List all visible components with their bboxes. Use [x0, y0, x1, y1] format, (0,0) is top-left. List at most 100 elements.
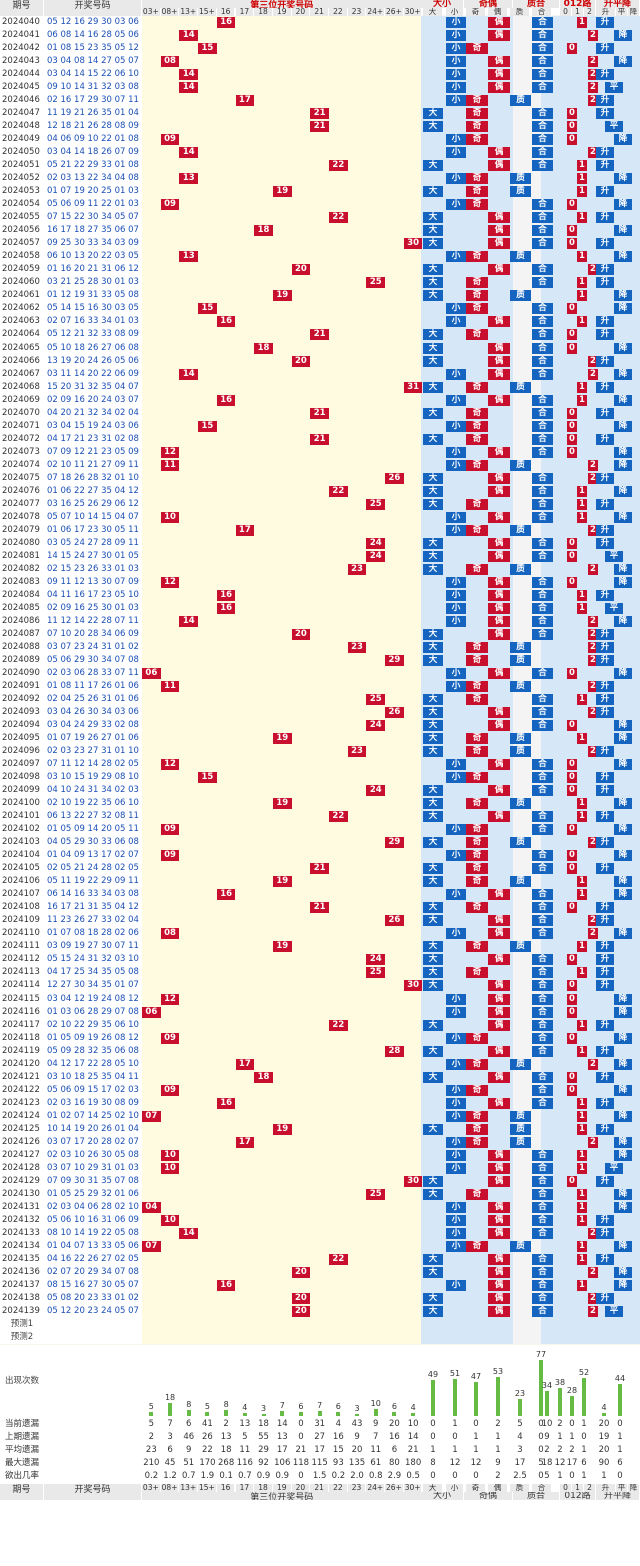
stat-value: 2	[495, 1471, 501, 1482]
big-small-mark: 小	[446, 420, 466, 432]
trend-mark: 平	[605, 1162, 623, 1174]
big-small-mark: 大	[423, 563, 443, 575]
odd-even-mark: 奇	[466, 837, 488, 849]
big-small-mark: 大	[423, 472, 443, 484]
draw-numbers: 13 19 20 24 26 05 06	[47, 355, 139, 366]
position-value-mark: 23	[347, 641, 367, 653]
mod3-mark: 2	[588, 69, 598, 81]
draw-numbers: 02 09 16 25 30 01 03	[47, 602, 139, 613]
mod3-mark: 1	[577, 694, 587, 706]
period-2024087: 2024087	[2, 628, 40, 639]
bin-footer-1: 08+	[160, 1484, 180, 1493]
stat-value: 0	[538, 1445, 544, 1456]
big-small-mark: 大	[423, 980, 443, 992]
stat-value: 12	[554, 1458, 566, 1469]
period-2024061: 2024061	[2, 290, 40, 301]
trend-mark: 升	[596, 108, 614, 120]
prime-composite-mark: 合	[532, 707, 553, 719]
draw-numbers: 04 17 21 23 31 02 08	[47, 433, 139, 444]
period-2024045: 2024045	[2, 82, 40, 93]
odd-even-mark: 偶	[488, 355, 510, 367]
mod3-mark: 2	[588, 1058, 598, 1070]
trend-mark: 降	[614, 134, 632, 146]
draw-numbers: 11 12 14 22 28 07 11	[47, 615, 139, 626]
period-2024081: 2024081	[2, 550, 40, 561]
forecast-label-2: 预测2	[10, 1332, 34, 1343]
odd-even-mark: 偶	[488, 342, 510, 354]
draw-numbers: 04 20 21 32 34 02 04	[47, 407, 139, 418]
trend-mark: 降	[614, 56, 632, 68]
period-2024051: 2024051	[2, 160, 40, 171]
position-value-mark: 26	[385, 472, 404, 484]
stat-value: 0	[298, 1432, 304, 1443]
mod3-mark: 2	[588, 355, 598, 367]
odd-even-mark: 奇	[466, 433, 488, 445]
draw-numbers: 05 10 18 26 27 06 08	[47, 342, 139, 353]
sub-small-bottom: 小	[446, 1484, 464, 1493]
big-small-mark: 小	[446, 147, 466, 159]
odd-even-mark: 偶	[488, 485, 510, 497]
trend-mark: 降	[614, 1279, 632, 1291]
big-small-mark: 小	[446, 1110, 466, 1122]
draw-numbers: 01 05 09 14 20 05 11	[47, 824, 139, 835]
big-small-mark: 小	[446, 199, 466, 211]
period-2024057: 2024057	[2, 238, 40, 249]
draw-numbers: 03 07 17 20 28 02 07	[47, 1136, 139, 1147]
prime-composite-mark: 质	[510, 641, 531, 653]
mod3-mark: 1	[577, 733, 587, 745]
mod3-header-bottom: 012路	[560, 1492, 596, 1501]
bin-footer-3: 15+	[198, 1484, 217, 1493]
draw-numbers: 02 04 25 26 31 01 06	[47, 694, 139, 705]
stat-value: 18	[258, 1419, 269, 1430]
odd-even-mark: 偶	[488, 17, 510, 29]
position-value-mark: 17	[235, 1136, 255, 1148]
draw-numbers: 06 13 22 27 32 08 11	[47, 811, 139, 822]
draw-numbers: 02 10 11 21 27 09 11	[47, 459, 139, 470]
bin-footer-9: 21	[310, 1484, 329, 1493]
prime-composite-mark: 合	[532, 1084, 553, 1096]
stat-value: 2	[557, 1419, 563, 1430]
big-small-mark: 大	[423, 863, 443, 875]
trend-mark: 升	[596, 1227, 614, 1239]
mod3-mark: 0	[567, 537, 577, 549]
big-small-mark: 小	[446, 316, 466, 328]
trend-header-top: 升平降	[596, 0, 640, 8]
stat-row-label: 当前遗漏	[4, 1419, 39, 1430]
stat-value: 80	[389, 1458, 400, 1469]
position-value-mark: 29	[385, 654, 404, 666]
bin-header-11: 23	[347, 8, 367, 16]
trend-mark: 升	[596, 654, 614, 666]
position-value-mark: 06	[142, 1006, 161, 1018]
trend-mark: 升	[596, 1214, 614, 1226]
draw-numbers: 01 07 19 20 25 01 03	[47, 186, 139, 197]
prime-composite-mark: 合	[532, 1227, 553, 1239]
position-value-mark: 25	[366, 498, 386, 510]
mod3-mark: 2	[588, 264, 598, 276]
trend-mark: 升	[596, 160, 614, 172]
odd-even-mark: 奇	[466, 1188, 488, 1200]
stat-value: 3	[167, 1432, 173, 1443]
trend-mark: 升	[596, 1292, 614, 1304]
stat-value: 9	[354, 1432, 360, 1443]
position-value-mark: 30	[403, 1175, 423, 1187]
prime-composite-mark: 合	[532, 811, 553, 823]
trend-mark: 平	[605, 602, 623, 614]
trend-mark: 降	[614, 173, 632, 185]
trend-mark: 降	[614, 511, 632, 523]
prime-composite-mark: 合	[532, 1279, 553, 1291]
count-bar-label: 4	[601, 1403, 607, 1413]
stat-value: 0.8	[368, 1471, 383, 1482]
draw-numbers: 05 06 10 16 31 06 09	[47, 1214, 139, 1225]
position-value-mark: 08	[160, 56, 180, 68]
stat-value: 1.5	[312, 1471, 327, 1482]
period-2024099: 2024099	[2, 785, 40, 796]
odd-even-mark: 偶	[488, 511, 510, 523]
period-2024135: 2024135	[2, 1253, 40, 1264]
mod3-mark: 2	[588, 82, 598, 94]
stat-value: 18	[220, 1445, 232, 1456]
stat-value: 23	[145, 1445, 157, 1456]
prime-composite-mark: 合	[532, 889, 553, 901]
odd-even-mark: 偶	[488, 1266, 510, 1278]
odd-even-mark: 偶	[488, 264, 510, 276]
odd-even-mark: 偶	[488, 1253, 510, 1265]
